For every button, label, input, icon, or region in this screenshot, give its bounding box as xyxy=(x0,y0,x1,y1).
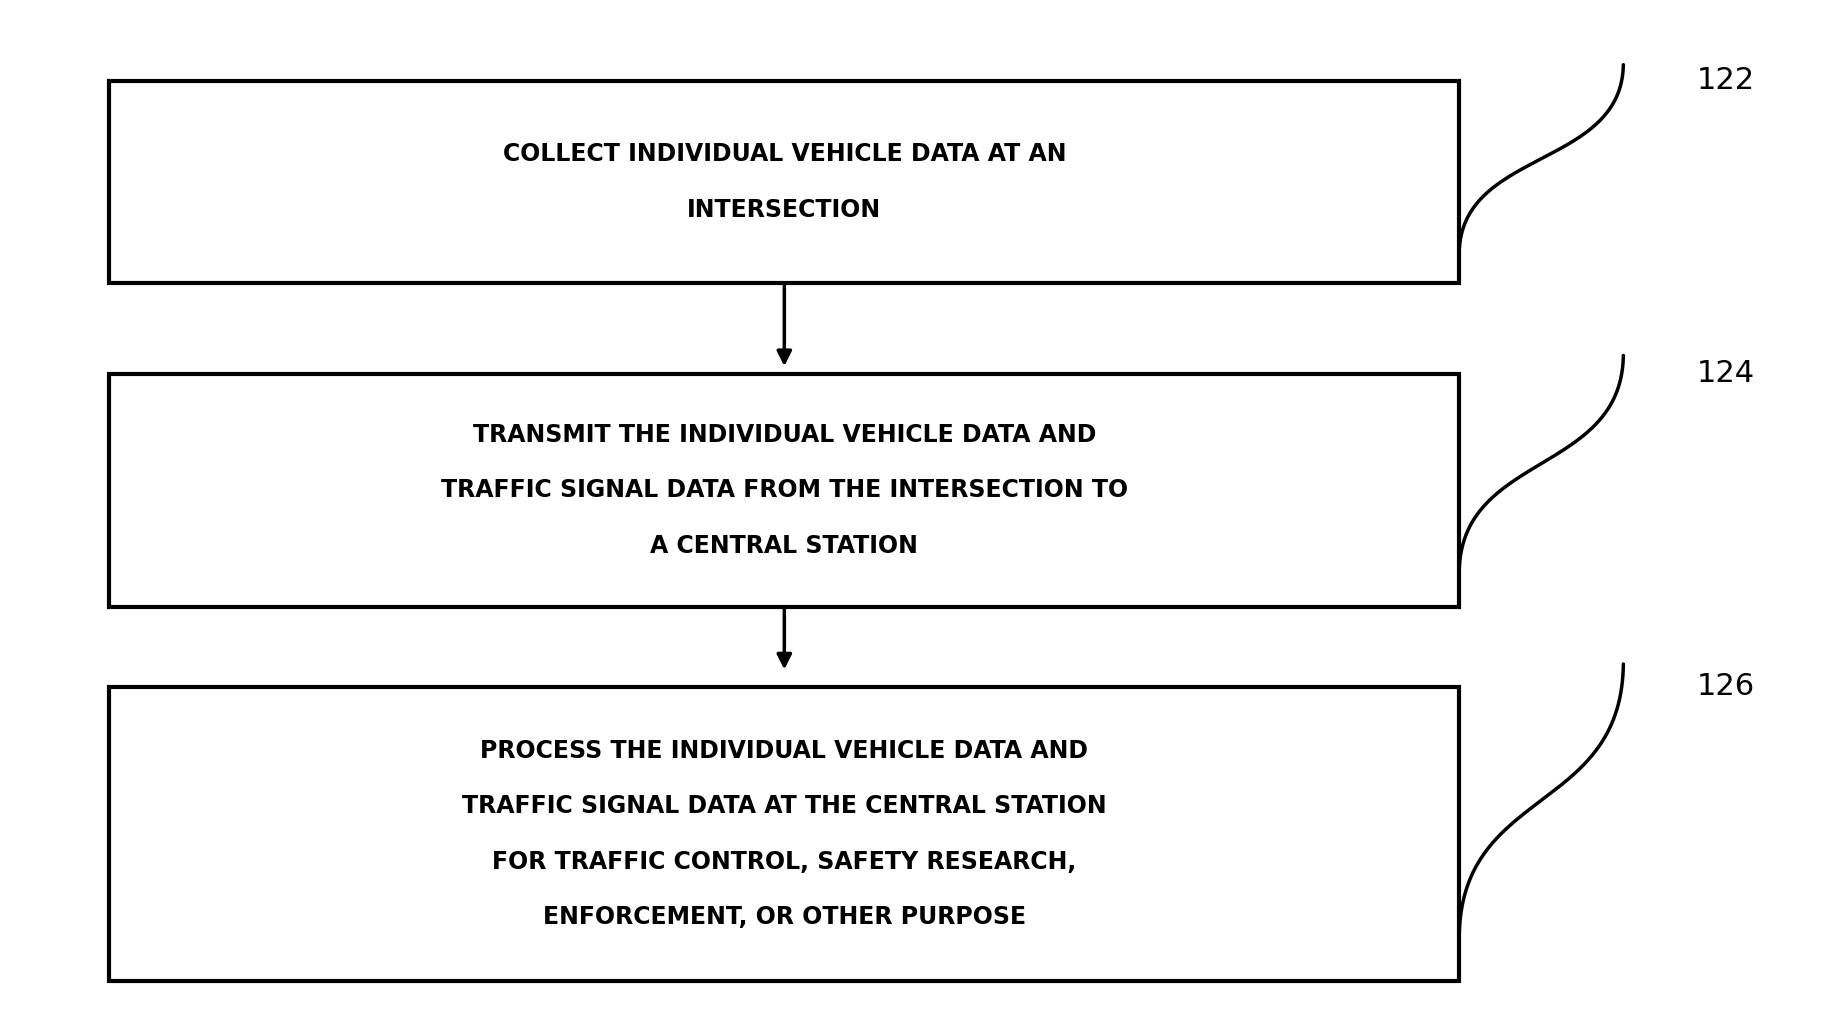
Text: INTERSECTION: INTERSECTION xyxy=(687,198,881,221)
Text: COLLECT INDIVIDUAL VEHICLE DATA AT AN: COLLECT INDIVIDUAL VEHICLE DATA AT AN xyxy=(503,143,1065,166)
Text: 126: 126 xyxy=(1695,672,1754,702)
Text: ENFORCEMENT, OR OTHER PURPOSE: ENFORCEMENT, OR OTHER PURPOSE xyxy=(543,906,1025,929)
FancyBboxPatch shape xyxy=(109,374,1458,607)
Text: TRANSMIT THE INDIVIDUAL VEHICLE DATA AND: TRANSMIT THE INDIVIDUAL VEHICLE DATA AND xyxy=(472,423,1096,447)
Text: PROCESS THE INDIVIDUAL VEHICLE DATA AND: PROCESS THE INDIVIDUAL VEHICLE DATA AND xyxy=(479,739,1088,762)
FancyBboxPatch shape xyxy=(109,81,1458,283)
FancyBboxPatch shape xyxy=(109,687,1458,981)
Text: 122: 122 xyxy=(1695,66,1754,95)
Text: FOR TRAFFIC CONTROL, SAFETY RESEARCH,: FOR TRAFFIC CONTROL, SAFETY RESEARCH, xyxy=(492,850,1076,874)
Text: A CENTRAL STATION: A CENTRAL STATION xyxy=(651,534,917,558)
Text: 124: 124 xyxy=(1695,359,1754,388)
Text: TRAFFIC SIGNAL DATA AT THE CENTRAL STATION: TRAFFIC SIGNAL DATA AT THE CENTRAL STATI… xyxy=(461,795,1107,818)
Text: TRAFFIC SIGNAL DATA FROM THE INTERSECTION TO: TRAFFIC SIGNAL DATA FROM THE INTERSECTIO… xyxy=(441,478,1127,502)
